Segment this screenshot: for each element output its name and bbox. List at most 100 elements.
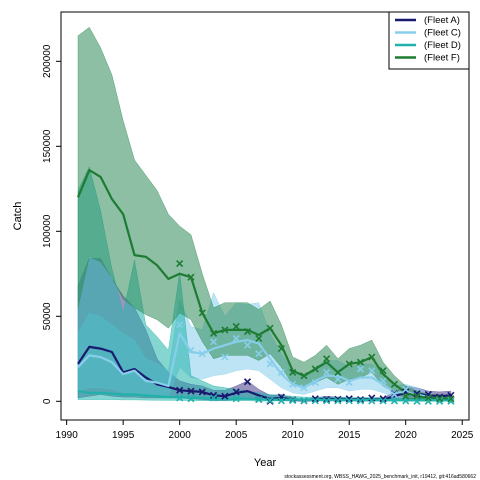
fleet-c-observation-point xyxy=(323,368,331,376)
y-tick-label: 50000 xyxy=(42,302,53,330)
fleet-d-observation-point xyxy=(368,397,376,405)
fleet-f-observation-point xyxy=(311,365,319,373)
fleet-a-observation-point xyxy=(311,395,319,403)
fitted-lines xyxy=(76,169,451,402)
y-tick-label: 0 xyxy=(42,398,53,404)
fleet-c-observation-point xyxy=(277,368,285,376)
fleet-a-observation-point xyxy=(187,387,195,395)
fleet-d-observation-point xyxy=(379,397,387,405)
fleet-d-observation-point xyxy=(176,394,184,402)
fleet-f-observation-point xyxy=(232,322,240,331)
x-tick-label: 2025 xyxy=(451,430,474,441)
fleet-d-observation-point xyxy=(289,396,297,405)
fleet-a-observation-point xyxy=(334,395,342,403)
x-tick-label: 1995 xyxy=(112,430,135,441)
y-tick-label: 150000 xyxy=(42,129,53,163)
fleet-f-observation-point xyxy=(255,334,263,342)
y-tick-label: 200000 xyxy=(42,44,53,78)
fleet-a-observation-point xyxy=(198,388,206,396)
fleet-d-observation-point xyxy=(447,397,455,405)
fleet-c-observation-point xyxy=(187,346,195,354)
fleet-a-observation-point xyxy=(243,378,252,386)
fleet-d-observation-point xyxy=(323,397,331,405)
fleet-a-observation-point xyxy=(176,386,184,394)
fleet-f-observation-point xyxy=(436,395,444,403)
fleet-a-observation-point xyxy=(356,396,365,404)
fleet-d-observation-point xyxy=(334,397,342,405)
x-tick-label: 2005 xyxy=(225,430,248,441)
fleet-c-observation-point xyxy=(176,321,184,329)
fleet-a-observation-point xyxy=(323,396,331,404)
fleet-d-observation-point xyxy=(232,395,240,403)
y-axis-label: Catch xyxy=(12,202,24,231)
x-axis: 1990 1995 2000 2005 2010 2015 2020 2025 xyxy=(56,420,474,441)
fleet-c-observation-point xyxy=(243,341,252,349)
fleet-a-fit-line xyxy=(77,345,451,402)
fleet-d-observation-point xyxy=(210,394,218,402)
x-tick-label: 2015 xyxy=(338,430,361,441)
fleet-a-observation-point xyxy=(345,395,353,403)
fleet-d-observation-point xyxy=(300,397,308,405)
legend-box xyxy=(388,11,470,70)
fleet-c-observation-point xyxy=(356,365,365,373)
y-axis: 0 50000 100000 150000 200000 xyxy=(42,44,61,404)
fleet-f-observation-point xyxy=(176,260,184,268)
fleet-c-observation-point xyxy=(345,379,353,387)
fleet-a-observation-point xyxy=(413,390,421,398)
fleet-f-observation-point xyxy=(356,358,365,366)
fleet-d-observation-point xyxy=(345,397,353,405)
fleet-f-observation-point xyxy=(277,345,285,353)
observed-points xyxy=(176,260,455,405)
fleet-d-fit-line xyxy=(77,390,451,402)
legend-label: (Fleet D) xyxy=(424,40,461,51)
fleet-d-observation-point xyxy=(255,396,263,404)
fleet-f-observation-point xyxy=(187,273,195,281)
fleet-d-observation-point xyxy=(356,397,365,405)
legend: (Fleet A) (Fleet C)(Fleet D) (Fleet F) xyxy=(388,11,470,70)
fleet-f-observation-point xyxy=(424,394,432,402)
fleet-f-observation-point xyxy=(221,326,229,334)
fleet-f-observation-point xyxy=(289,368,297,376)
fleet-f-observation-point xyxy=(390,380,398,388)
fleet-f-observation-point xyxy=(345,360,353,368)
legend-label: (Fleet A) xyxy=(424,15,460,26)
fleet-a-observation-point xyxy=(379,395,387,403)
fleet-d-observation-point xyxy=(390,397,398,405)
y-tick-label: 100000 xyxy=(42,214,53,248)
fleet-c-observation-point xyxy=(311,379,319,387)
fleet-a-observation-point xyxy=(232,388,240,396)
fleet-c-observation-point xyxy=(266,360,274,368)
confidence-bands xyxy=(77,26,452,402)
fleet-d-observation-point xyxy=(266,396,274,405)
fleet-f-observation-point xyxy=(334,368,342,376)
fleet-f-observation-point xyxy=(198,309,206,317)
fleet-f-fit-line xyxy=(76,169,451,400)
fleet-d-observation-point xyxy=(187,395,195,403)
fleet-f-observation-point xyxy=(323,355,331,363)
x-tick-label: 2000 xyxy=(169,430,192,441)
footer-text: stockassessment.org, WBSS_HAWG_2025_benc… xyxy=(284,474,476,480)
fleet-c-observation-point xyxy=(390,390,398,399)
fleet-f-observation-point xyxy=(210,329,218,337)
fleet-c-observation-point xyxy=(255,350,263,358)
fleet-f-observation-point xyxy=(243,328,252,336)
fleet-a-observation-point xyxy=(221,392,229,400)
fleet-c-observation-point xyxy=(221,353,229,361)
fleet-c-observation-point xyxy=(300,384,308,392)
fleet-d-observation-point xyxy=(436,397,444,405)
x-tick-label: 1990 xyxy=(56,430,79,441)
fleet-f-observation-point xyxy=(300,372,308,380)
fleet-c-observation-point xyxy=(379,377,387,385)
plot-frame xyxy=(60,11,470,421)
x-axis-label: Year xyxy=(254,457,277,469)
fleet-c-observation-point xyxy=(289,380,297,388)
fleet-f-observation-point xyxy=(368,353,376,361)
legend-label: (Fleet C) xyxy=(424,28,461,39)
fleet-d-observation-point xyxy=(277,397,285,405)
fleet-f-observation-point xyxy=(413,392,421,400)
fleet-d-observation-point xyxy=(311,397,319,405)
x-tick-label: 2010 xyxy=(282,430,305,441)
fleet-c-observation-point xyxy=(210,338,218,346)
fleet-f-observation-point xyxy=(447,395,455,403)
fleet-a-observation-point xyxy=(210,391,218,399)
